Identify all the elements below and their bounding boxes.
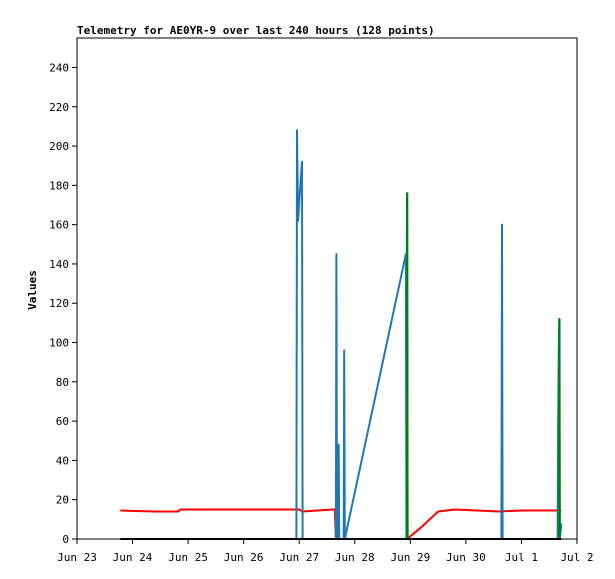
y-tick-label: 40 bbox=[56, 454, 69, 467]
y-tick-label: 180 bbox=[49, 179, 69, 192]
y-tick-label: 120 bbox=[49, 297, 69, 310]
y-axis-label: Values bbox=[26, 270, 39, 310]
y-tick-label: 160 bbox=[49, 219, 69, 232]
x-tick-label: Jul 2 bbox=[560, 551, 593, 564]
y-tick-label: 60 bbox=[56, 415, 69, 428]
series-line-0 bbox=[120, 508, 562, 540]
x-tick-label: Jun 27 bbox=[279, 551, 319, 564]
x-axis: Jun 23 Jun 24 Jun 25 Jun 26 Jun 27 Jun 28 Jun … bbox=[57, 539, 594, 564]
x-tick-label: Jun 25 bbox=[168, 551, 208, 564]
y-axis: 0 20 40 60 80 100 120 140 160 180 200 220 240 bbox=[49, 61, 77, 546]
x-tick-label: Jun 23 bbox=[57, 551, 97, 564]
x-tick-label: Jun 29 bbox=[390, 551, 430, 564]
y-tick-label: 220 bbox=[49, 101, 69, 114]
y-tick-label: 20 bbox=[56, 494, 69, 507]
y-tick-label: 240 bbox=[49, 61, 69, 74]
x-tick-label: Jun 24 bbox=[113, 551, 153, 564]
y-tick-label: 0 bbox=[62, 533, 69, 546]
x-tick-label: Jun 26 bbox=[224, 551, 264, 564]
y-tick-label: 80 bbox=[56, 376, 69, 389]
chart-title: Telemetry for AE0YR-9 over last 240 hour… bbox=[77, 24, 435, 37]
x-tick-label: Jul 1 bbox=[505, 551, 538, 564]
y-tick-label: 140 bbox=[49, 258, 69, 271]
x-tick-label: Jun 30 bbox=[446, 551, 486, 564]
series-line-2 bbox=[406, 192, 561, 540]
series-line-1 bbox=[295, 129, 563, 540]
y-tick-label: 100 bbox=[49, 337, 69, 350]
x-tick-label: Jun 28 bbox=[335, 551, 375, 564]
series-layer bbox=[120, 129, 563, 540]
y-tick-label: 200 bbox=[49, 140, 69, 153]
